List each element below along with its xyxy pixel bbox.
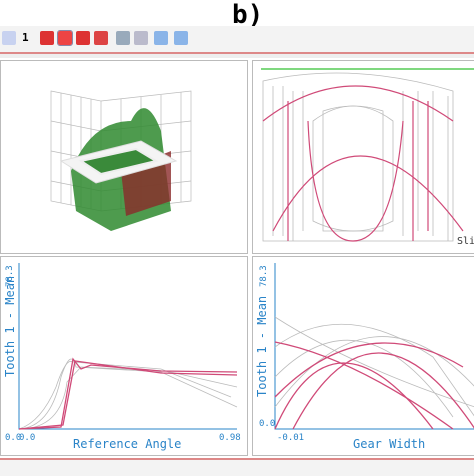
panel-width: 78.3 0.0 Tooth 1 - Mean -0.01 Gear Width bbox=[252, 256, 474, 456]
tool-button[interactable] bbox=[116, 31, 130, 45]
tool-button[interactable] bbox=[94, 31, 108, 45]
tool-button[interactable] bbox=[40, 31, 54, 45]
y-tick-label: 0.0 bbox=[259, 419, 276, 429]
tool-button[interactable] bbox=[174, 31, 188, 45]
separator bbox=[0, 54, 474, 58]
y-axis-label: Tooth 1 - Mean bbox=[255, 295, 269, 397]
tool-button[interactable] bbox=[57, 30, 73, 46]
status-bar bbox=[0, 458, 474, 476]
tool-button[interactable] bbox=[2, 31, 16, 45]
width-plot bbox=[274, 263, 474, 430]
tool-button[interactable] bbox=[154, 31, 168, 45]
3d-plot bbox=[50, 90, 192, 231]
toolbar: 1 bbox=[0, 26, 474, 54]
panel-angle: 78.3 0.0 Tooth 1 - Mean 0.0 0.98 Referen… bbox=[0, 256, 248, 456]
parallel-plot bbox=[261, 68, 474, 242]
panel-parallel: Sli bbox=[252, 60, 474, 254]
y-tick-label: 78.3 bbox=[259, 265, 269, 287]
y-axis-label: Tooth 1 - Mean bbox=[3, 275, 17, 377]
tool-button[interactable] bbox=[134, 31, 148, 45]
x-axis-label: Gear Width bbox=[353, 437, 426, 451]
figure-label: b) bbox=[232, 0, 264, 30]
x-tick-label: 0.98 bbox=[219, 433, 241, 443]
x-tick-label: -0.01 bbox=[277, 433, 305, 443]
toolbar-number[interactable]: 1 bbox=[22, 31, 29, 44]
x-tick-label: 0.0 bbox=[19, 433, 36, 443]
panel-3d bbox=[0, 60, 248, 254]
y-tick-label: 0.0 bbox=[5, 433, 22, 443]
x-axis-label: Reference Angle bbox=[73, 437, 182, 451]
panel-label: Sli bbox=[456, 236, 474, 247]
tool-button[interactable] bbox=[76, 31, 90, 45]
angle-plot bbox=[18, 263, 238, 430]
